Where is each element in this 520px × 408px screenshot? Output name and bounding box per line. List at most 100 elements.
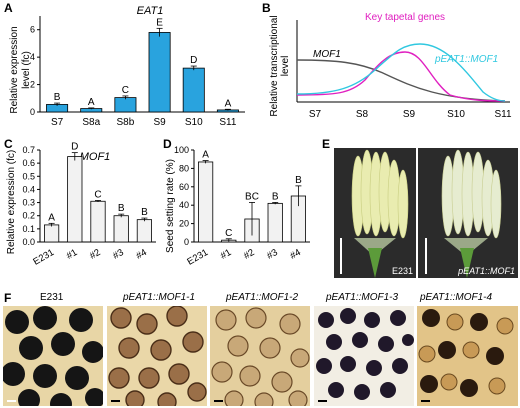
chart-d-ytick-label: 100 xyxy=(174,145,189,155)
chart-d-ytick-label: 20 xyxy=(179,219,189,229)
chart-d-ytick-label: 0 xyxy=(184,237,189,247)
chart-a-ytick-label: 2 xyxy=(30,80,35,90)
chart-c-bar xyxy=(67,156,83,243)
chart-d-x-label: #4 xyxy=(288,247,303,262)
chart-c-ytick-label: 0.2 xyxy=(22,211,35,221)
chart-c-x-label: #1 xyxy=(65,247,80,262)
chart-d-x-label: E231 xyxy=(185,247,210,268)
chart-c-sig-letter: D xyxy=(71,142,78,153)
chart-d-x-label: #1 xyxy=(219,247,234,262)
chart-c-x-label: #3 xyxy=(111,247,126,262)
chart-d: Seed setting rate (%) 0 20 40 60 80 100 A E231… xyxy=(165,145,310,268)
chart-a-ytick-label: 6 xyxy=(30,25,35,35)
chart-d-ytick-label: 40 xyxy=(179,200,189,210)
chart-c-sig-letter: B xyxy=(141,207,148,218)
chart-b-ylabel-1: Relative transcriptional xyxy=(269,15,280,116)
series-label-mof1: MOF1 xyxy=(313,49,341,60)
pollen-photo-e231 xyxy=(3,306,103,406)
chart-a-sig-letter: A xyxy=(225,98,232,109)
chart-d-ytick-label: 80 xyxy=(179,163,189,173)
chart-b-ylabel-2: level xyxy=(280,56,291,77)
chart-b-x-label: S8 xyxy=(356,109,369,120)
panel-letter-d: D xyxy=(163,137,172,151)
chart-a-ylabel-1: Relative expression xyxy=(9,26,20,113)
chart-a-bar xyxy=(182,67,205,113)
chart-c-ytick-label: 0.0 xyxy=(22,237,35,247)
chart-d-sig-letter: B xyxy=(295,175,302,186)
pollen-photo-line-1 xyxy=(107,306,207,406)
chart-c-sig-letter: A xyxy=(48,212,55,223)
chart-c-sig-letter: B xyxy=(118,203,125,214)
chart-c-ylabel: Relative expression (fc) xyxy=(6,150,17,254)
chart-d-x-label: #3 xyxy=(265,247,280,262)
chart-c-ytick-label: 0.5 xyxy=(22,171,35,181)
chart-a-sig-letter: A xyxy=(88,97,95,108)
chart-d-bar xyxy=(267,202,283,243)
chart-a-sig-letter: C xyxy=(122,85,129,96)
chart-a-title: EAT1 xyxy=(137,5,164,17)
chart-d-bar xyxy=(198,161,214,243)
pollen-title-e231: E231 xyxy=(40,292,64,303)
chart-a-sig-letter: B xyxy=(54,92,61,103)
chart-c-ytick-label: 0.1 xyxy=(22,224,35,234)
photo-label-e231: E231 xyxy=(391,266,413,276)
series-line-peat1-mof1 xyxy=(296,43,506,102)
pollen-title-line-4: pEAT1::MOF1-4 xyxy=(420,292,493,303)
chart-c-x-label: E231 xyxy=(31,247,56,268)
series-label-peat1-mof1: pEAT1::MOF1 xyxy=(434,54,498,65)
chart-c-ytick-label: 0.3 xyxy=(22,198,35,208)
photo-e231-flower: E231 xyxy=(334,148,416,278)
chart-c-ytick-label: 0.7 xyxy=(22,145,35,155)
chart-c-title: MOF1 xyxy=(80,151,111,163)
chart-a-x-label: S11 xyxy=(219,117,236,128)
chart-a-x-label: S9 xyxy=(153,117,166,128)
chart-c-x-label: #2 xyxy=(88,247,103,262)
chart-c-x-label: #4 xyxy=(134,247,149,262)
chart-d-sig-letter: A xyxy=(202,150,209,161)
panel-letter-b: B xyxy=(262,1,271,15)
pollen-title-line-2: pEAT1::MOF1-2 xyxy=(226,292,299,303)
chart-d-sig-letter: BC xyxy=(245,191,259,202)
chart-b-x-label: S11 xyxy=(494,109,511,120)
pollen-photo-line-4 xyxy=(417,306,518,406)
chart-d-x-label: #2 xyxy=(242,247,257,262)
chart-a-ytick-label: 0 xyxy=(30,107,35,117)
chart-c-ytick-label: 0.6 xyxy=(22,158,35,168)
panel-letter-e: E xyxy=(322,137,331,151)
pollen-title-line-1: pEAT1::MOF1-1 xyxy=(123,292,196,303)
chart-a-sig-letter: D xyxy=(190,55,197,66)
chart-a: EAT1 Relative expression level (fc) 0 2 4 6… xyxy=(9,5,245,128)
chart-b-x-label: S10 xyxy=(447,109,465,120)
panel-letter-f: F xyxy=(4,291,12,305)
panel-letter-c: C xyxy=(4,137,13,151)
chart-d-ytick-label: 60 xyxy=(179,182,189,192)
chart-c-ytick-label: 0.4 xyxy=(22,184,35,194)
chart-c-bar xyxy=(136,219,152,243)
chart-a-x-label: S8b xyxy=(117,117,135,128)
pollen-photo-line-2 xyxy=(210,306,310,406)
photo-peat1-mof1-flower: pEAT1::MOF1 xyxy=(418,148,518,278)
photo-label-peat1-mof1: pEAT1::MOF1 xyxy=(458,266,515,276)
chart-b-x-label: S7 xyxy=(309,109,322,120)
series-label-key-tapetal: Key tapetal genes xyxy=(365,12,445,23)
chart-c: MOF1 Relative expression (fc) 0.0 0.1 0.2 0… xyxy=(6,142,156,268)
chart-a-ylabel-2: level (fc) xyxy=(21,51,32,89)
chart-c-sig-letter: C xyxy=(94,189,101,200)
chart-c-bar xyxy=(90,200,106,243)
chart-a-x-label: S8a xyxy=(82,117,100,128)
pollen-title-line-3: pEAT1::MOF1-3 xyxy=(326,292,399,303)
chart-a-bar xyxy=(148,32,171,113)
chart-a-x-label: S10 xyxy=(185,117,203,128)
chart-a-ytick-label: 4 xyxy=(30,52,35,62)
chart-a-bar xyxy=(114,97,137,113)
chart-a-sig-letter: E xyxy=(156,17,163,28)
chart-b-x-label: S9 xyxy=(403,109,416,120)
chart-c-bar xyxy=(44,224,60,243)
chart-b: Relative transcriptional level MOF1 Key … xyxy=(269,12,512,120)
panel-letter-a: A xyxy=(4,1,13,15)
pollen-photo-line-3 xyxy=(314,306,414,406)
chart-a-x-label: S7 xyxy=(51,117,64,128)
chart-d-sig-letter: B xyxy=(272,191,279,202)
chart-d-ylabel: Seed setting rate (%) xyxy=(165,159,176,253)
chart-d-sig-letter: C xyxy=(225,228,232,239)
